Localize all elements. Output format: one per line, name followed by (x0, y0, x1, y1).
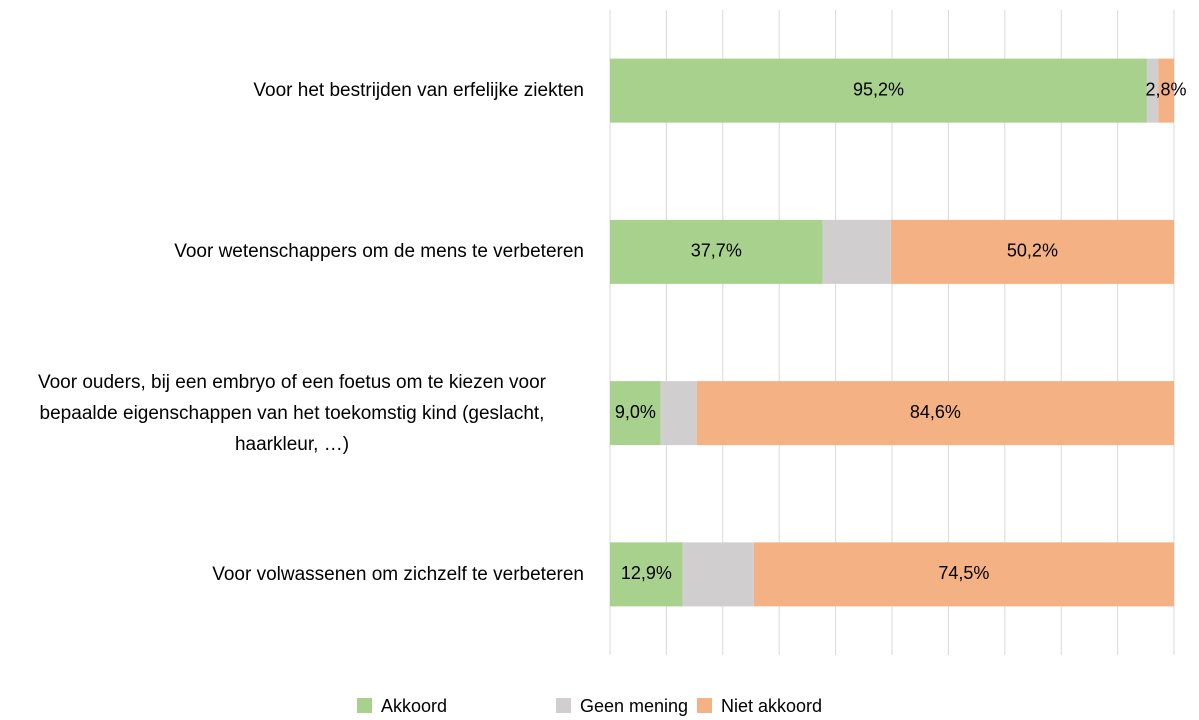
bar-segment (610, 542, 683, 607)
legend-label: Geen mening (580, 696, 688, 716)
bar-segment (753, 542, 1174, 607)
category-label: Voor het bestrijden van erfelijke ziekte… (253, 80, 584, 102)
legend-swatch (357, 698, 372, 713)
bar-segment (682, 542, 754, 607)
bar-segment (822, 219, 891, 284)
category-label-box: Voor ouders, bij een embryo of een foetu… (0, 353, 584, 473)
bar-segment (610, 219, 823, 284)
category-label: Voor volwassenen om zichzelf te verbeter… (212, 563, 584, 585)
category-label-box: Voor het bestrijden van erfelijke ziekte… (253, 31, 584, 151)
data-label: 95,2% (853, 79, 904, 99)
bar-segment (696, 381, 1174, 446)
data-label: 50,2% (1007, 241, 1058, 261)
category-label: Voor ouders, bij een embryo of een foetu… (37, 371, 547, 455)
data-label: 74,5% (938, 563, 989, 583)
legend-label: Niet akkoord (721, 696, 822, 716)
data-label: 37,7% (691, 241, 742, 261)
legend-swatch (697, 698, 712, 713)
category-label-box: Voor wetenschappers om de mens te verbet… (174, 192, 584, 312)
category-label: Voor wetenschappers om de mens te verbet… (174, 241, 584, 263)
data-label: 2,8% (1145, 79, 1186, 99)
bar-segment (610, 381, 661, 446)
bar-segment (1158, 58, 1174, 123)
data-label: 84,6% (910, 402, 961, 422)
bar-segment (1146, 58, 1159, 123)
data-label: 9,0% (615, 402, 656, 422)
bar-segment (610, 58, 1147, 123)
data-label: 12,9% (621, 563, 672, 583)
bar-segment (890, 219, 1174, 284)
bar-segment (660, 381, 697, 446)
legend-label: Akkoord (381, 696, 447, 716)
category-label-box: Voor volwassenen om zichzelf te verbeter… (212, 514, 584, 634)
legend-swatch (556, 698, 571, 713)
